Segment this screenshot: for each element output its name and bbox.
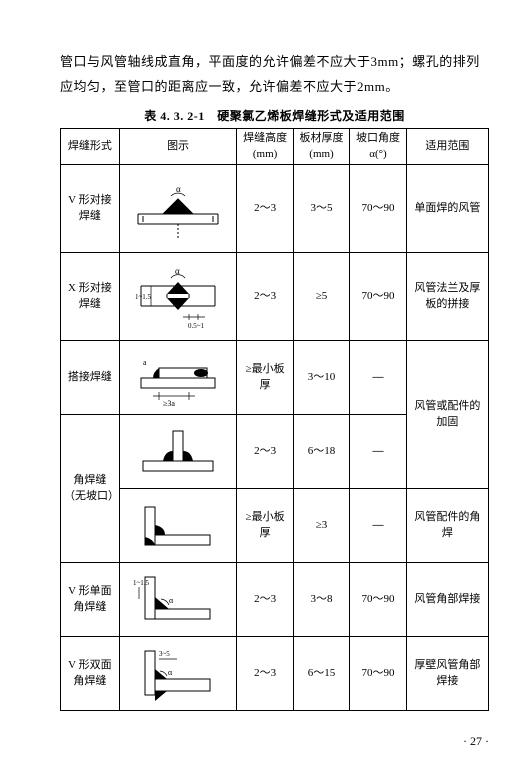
cell-thickness: ≥5 [293,253,349,341]
page-number: · 27 · [463,734,489,749]
x-butt-weld-diagram: α 1~1.5 0.5~1 [133,256,223,338]
lap-weld-diagram: ≥3a a [133,348,223,408]
svg-text:1~1.5: 1~1.5 [133,579,150,587]
svg-text:a: a [143,358,147,367]
cell-thickness: ≥3 [293,489,349,563]
cell-figure: α [119,165,237,253]
cell-type: V 形双面角焊缝 [61,637,120,711]
svg-text:α: α [169,596,174,605]
intro-paragraph: 管口与风管轴线成直角，平面度的允许偏差不应大于3mm；螺孔的排列应均匀，至管口的… [60,50,489,99]
cell-figure: α 1~1.5 [119,563,237,637]
cell-thickness: 6～18 [293,415,349,489]
cell-height: 2～3 [237,415,293,489]
cell-height: ≥最小板厚 [237,489,293,563]
table-row: ≥最小板厚 ≥3 — 风管配件的角焊 [61,489,489,563]
cell-scope: 风管或配件的加固 [406,341,488,489]
cell-height: 2～3 [237,563,293,637]
svg-text:0.5~1: 0.5~1 [188,322,205,330]
cell-height: 2～3 [237,253,293,341]
cell-height: 2～3 [237,165,293,253]
cell-angle: — [350,341,406,415]
fillet-weld-a-diagram [133,423,223,481]
svg-text:≥3a: ≥3a [163,399,175,408]
table-row: V 形单面角焊缝 α 1~1.5 2～3 3～8 70～90 风管角部焊接 [61,563,489,637]
v-single-fillet-diagram: α 1~1.5 [133,569,223,631]
th-angle: 坡口角度α(°) [350,129,406,165]
svg-text:α: α [176,184,181,194]
th-height: 焊缝高度(mm) [237,129,293,165]
cell-scope: 风管配件的角焊 [406,489,488,563]
cell-figure: α 1~1.5 0.5~1 [119,253,237,341]
cell-figure: ≥3a a [119,341,237,415]
v-double-fillet-diagram: α 3~5 [133,643,223,705]
cell-thickness: 3～8 [293,563,349,637]
weld-table: 焊缝形式 图示 焊缝高度(mm) 板材厚度(mm) 坡口角度α(°) 适用范围 … [60,128,489,711]
cell-height: 2～3 [237,637,293,711]
cell-scope: 风管角部焊接 [406,563,488,637]
cell-scope: 单面焊的风管 [406,165,488,253]
table-caption: 表 4. 3. 2-1 硬聚氯乙烯板焊缝形式及适用范围 [60,107,489,124]
cell-figure [119,415,237,489]
svg-text:1~1.5: 1~1.5 [135,293,152,301]
cell-type: X 形对接焊缝 [61,253,120,341]
svg-text:α: α [175,266,180,276]
cell-type: 角焊缝（无坡口） [61,415,120,563]
cell-figure [119,489,237,563]
table-row: V 形双面角焊缝 α 3~5 2～3 6～15 70～90 厚壁风管角部焊接 [61,637,489,711]
cell-figure: α 3~5 [119,637,237,711]
cell-thickness: 6～15 [293,637,349,711]
cell-scope: 厚壁风管角部焊接 [406,637,488,711]
cell-angle: — [350,415,406,489]
cell-type: V 形单面角焊缝 [61,563,120,637]
table-row: 搭接焊缝 ≥3a a ≥最小板厚 3～10 — 风管或配件的加固 [61,341,489,415]
table-row: V 形对接焊缝 α 2～3 3～5 70～90 [61,165,489,253]
th-scope: 适用范围 [406,129,488,165]
svg-text:α: α [168,668,173,677]
v-butt-weld-diagram: α [133,174,223,244]
cell-angle: — [350,489,406,563]
cell-angle: 70～90 [350,563,406,637]
th-figure: 图示 [119,129,237,165]
cell-angle: 70～90 [350,253,406,341]
th-type: 焊缝形式 [61,129,120,165]
table-row: X 形对接焊缝 α 1~1.5 [61,253,489,341]
cell-thickness: 3～10 [293,341,349,415]
cell-height: ≥最小板厚 [237,341,293,415]
cell-type: V 形对接焊缝 [61,165,120,253]
cell-angle: 70～90 [350,165,406,253]
table-header-row: 焊缝形式 图示 焊缝高度(mm) 板材厚度(mm) 坡口角度α(°) 适用范围 [61,129,489,165]
cell-thickness: 3～5 [293,165,349,253]
cell-angle: 70～90 [350,637,406,711]
th-thickness: 板材厚度(mm) [293,129,349,165]
fillet-weld-b-diagram [133,497,223,555]
cell-scope: 风管法兰及厚板的拼接 [406,253,488,341]
svg-text:3~5: 3~5 [159,650,170,658]
cell-type: 搭接焊缝 [61,341,120,415]
